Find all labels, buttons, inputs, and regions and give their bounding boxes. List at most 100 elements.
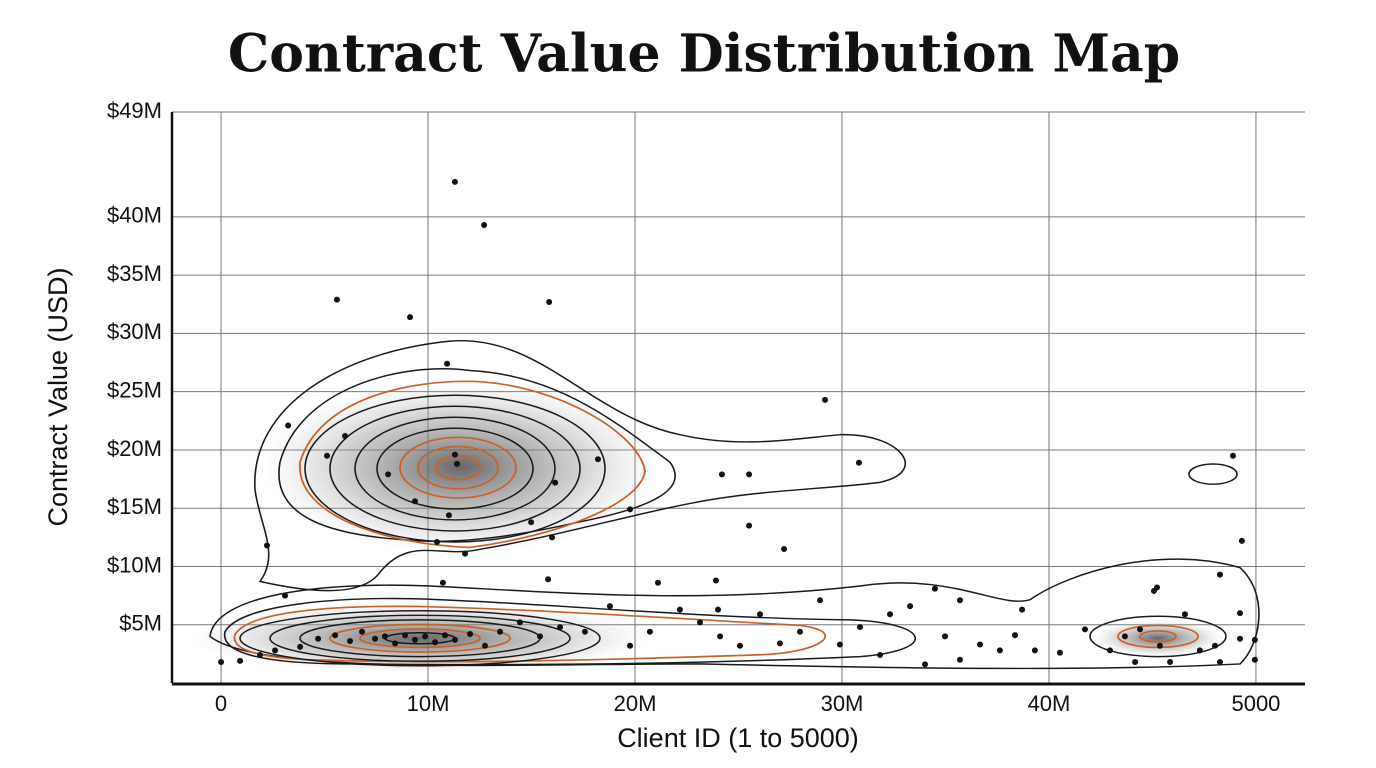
point [372, 635, 379, 642]
x-tick-label: 10M [407, 691, 450, 716]
point [1251, 656, 1258, 663]
point [272, 647, 279, 654]
point [697, 619, 704, 626]
point [746, 522, 753, 529]
point [1121, 633, 1128, 640]
density-contours [190, 340, 1260, 674]
point [1137, 626, 1144, 633]
x-tick-label: 30M [821, 691, 864, 716]
point [445, 512, 452, 519]
point [451, 178, 458, 185]
y-tick-label: $40M [107, 203, 162, 228]
point [1031, 647, 1038, 654]
point [1229, 452, 1236, 459]
point [822, 396, 829, 403]
point [776, 640, 783, 647]
point [717, 633, 724, 640]
point [282, 592, 289, 599]
point [462, 550, 469, 557]
point [1237, 635, 1244, 642]
point [921, 661, 928, 668]
y-tick-label: $20M [107, 436, 162, 461]
point [877, 652, 884, 659]
x-tick-label: 5000 [1231, 691, 1280, 716]
point [516, 619, 523, 626]
x-axis-label: Client ID (1 to 5000) [617, 723, 859, 753]
point [1056, 649, 1063, 656]
point [996, 647, 1003, 654]
point [1216, 659, 1223, 666]
point [549, 534, 556, 541]
point [439, 579, 446, 586]
point [1238, 537, 1245, 544]
point [1216, 571, 1223, 578]
x-tick-label: 20M [614, 691, 657, 716]
point [557, 624, 564, 631]
y-tick-label: $5M [119, 611, 162, 636]
point [333, 296, 340, 303]
point [836, 641, 843, 648]
point [347, 638, 354, 645]
point [718, 471, 725, 478]
point [552, 479, 559, 486]
point [855, 459, 862, 466]
point [1081, 626, 1088, 633]
point [1019, 606, 1026, 613]
point [1132, 659, 1139, 666]
point [497, 628, 504, 635]
point [712, 577, 719, 584]
point [1181, 611, 1188, 618]
x-tick-label: 40M [1028, 691, 1071, 716]
point [315, 635, 322, 642]
point [817, 597, 824, 604]
point [385, 471, 392, 478]
point [324, 452, 331, 459]
y-tick-label: $30M [107, 319, 162, 344]
point [451, 636, 458, 643]
point [1237, 610, 1244, 617]
point [594, 456, 601, 463]
point [676, 606, 683, 613]
chart-title: Contract Value Distribution Map [228, 24, 1180, 85]
point [442, 632, 449, 639]
point [218, 659, 225, 666]
point [581, 628, 588, 635]
point [537, 633, 544, 640]
point [977, 641, 984, 648]
point [381, 633, 388, 640]
y-tick-label: $49M [107, 98, 162, 123]
point [654, 579, 661, 586]
point [297, 643, 304, 650]
point [1107, 647, 1114, 654]
point [746, 471, 753, 478]
y-tick-label: $35M [107, 261, 162, 286]
point [342, 432, 349, 439]
y-axis-label: Contract Value (USD) [43, 267, 73, 526]
point [1012, 632, 1019, 639]
y-tick-label: $25M [107, 377, 162, 402]
point [264, 542, 271, 549]
point [1251, 636, 1258, 643]
point [467, 631, 474, 638]
point [736, 642, 743, 649]
y-tick-label: $15M [107, 494, 162, 519]
y-tick-label: $10M [107, 552, 162, 577]
point [528, 519, 535, 526]
point [956, 656, 963, 663]
point [451, 451, 458, 458]
x-tick-label: 0 [215, 691, 227, 716]
point [444, 360, 451, 367]
point [956, 597, 963, 604]
point [887, 611, 894, 618]
point [481, 642, 488, 649]
point [359, 628, 366, 635]
point [237, 657, 244, 664]
point [407, 314, 414, 321]
point [402, 632, 409, 639]
point [627, 506, 634, 513]
point [433, 538, 440, 545]
point [1196, 647, 1203, 654]
point [942, 633, 949, 640]
point [545, 576, 552, 583]
